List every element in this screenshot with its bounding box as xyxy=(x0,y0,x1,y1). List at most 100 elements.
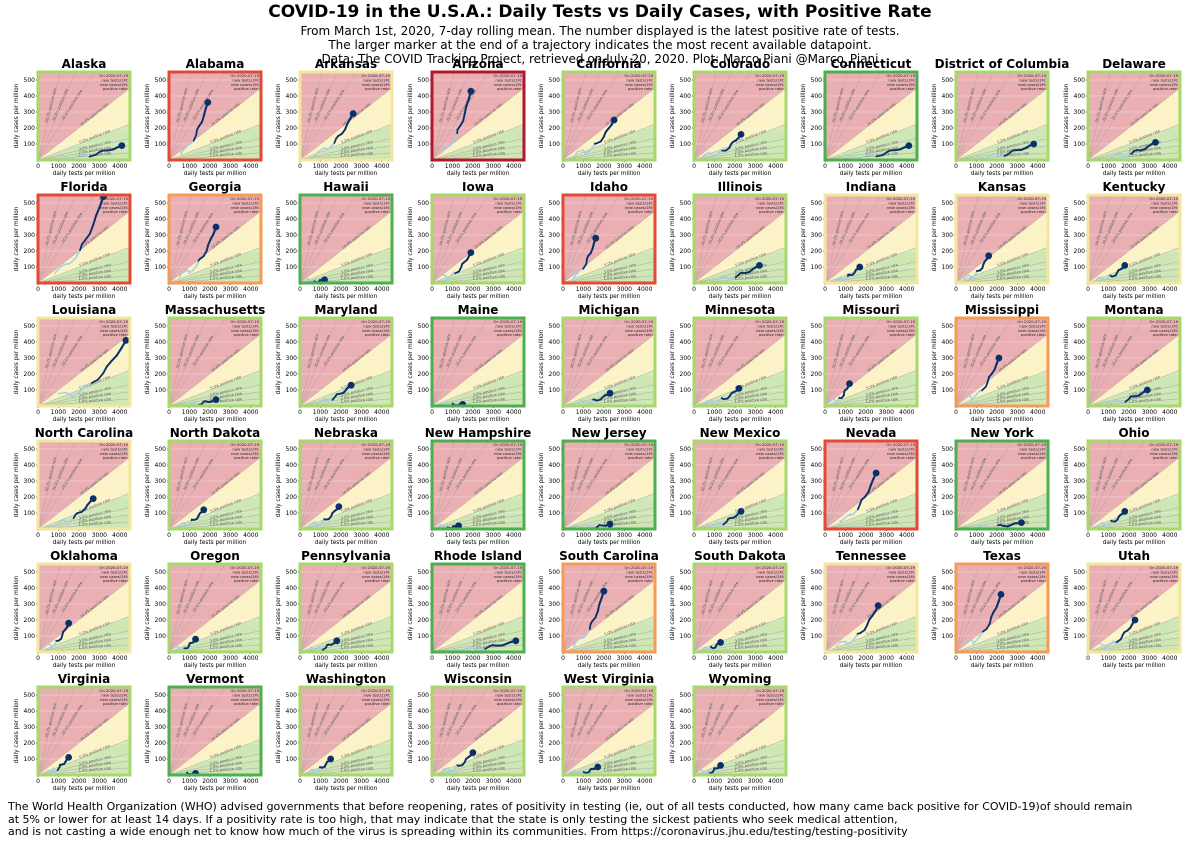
panel-frame xyxy=(167,439,263,531)
y-tick-label: 300 xyxy=(24,478,36,485)
info-label: positive rate: xyxy=(890,86,915,91)
latest-point-marker xyxy=(735,385,743,392)
zone-high xyxy=(38,318,130,406)
y-tick-label: 500 xyxy=(548,77,560,84)
footer-line-2: at 5% or lower for at least 14 days. If … xyxy=(8,812,898,826)
info-label: On 2020-07-19 xyxy=(493,442,522,447)
x-tick-label: 3000 xyxy=(616,286,631,293)
info-label: positive rate: xyxy=(759,701,784,706)
x-tick-label: 1000 xyxy=(838,163,853,170)
x-tick-label: 4000 xyxy=(1162,655,1177,662)
info-label: On 2020-07-19 xyxy=(624,442,653,447)
trajectory-segment xyxy=(729,276,737,281)
x-tick-label: 2000 xyxy=(71,286,86,293)
zone-high xyxy=(694,441,786,529)
panel-frame xyxy=(1086,562,1182,654)
x-tick-label: 4000 xyxy=(637,286,652,293)
rate-line-label: 3.0% positive rate xyxy=(603,632,637,644)
state-title: Wisconsin xyxy=(443,672,511,686)
rate-line xyxy=(1087,138,1180,161)
x-tick-label: 4000 xyxy=(506,163,521,170)
x-tick-label: 2000 xyxy=(727,286,742,293)
info-label: new cases/1M: xyxy=(887,82,915,87)
latest-point-marker xyxy=(1120,508,1128,515)
y-tick-label: 500 xyxy=(286,692,298,699)
info-label: new cases/1M: xyxy=(100,697,128,702)
x-axis-label: daily tests per million xyxy=(1102,417,1165,423)
x-axis-label: daily tests per million xyxy=(315,786,378,792)
rate-line xyxy=(956,563,980,653)
state-title: Oklahoma xyxy=(50,549,118,563)
y-tick-label: 500 xyxy=(286,446,298,453)
rate-line-label: 2.0% positive rate xyxy=(734,514,768,523)
rate-line xyxy=(956,333,1049,407)
rate-line-label: 3.0% positive rate xyxy=(1128,140,1162,152)
info-label: new tests/1M: xyxy=(101,77,128,82)
trajectory-segment xyxy=(319,519,325,526)
trajectory-segment xyxy=(572,523,580,527)
rate-line xyxy=(169,246,262,284)
info-label: On 2020-07-19 xyxy=(362,688,391,693)
trajectory-segment xyxy=(309,645,315,652)
state-title: Colorado xyxy=(710,57,770,71)
zone-high xyxy=(300,564,393,652)
panel-frame xyxy=(430,562,526,654)
y-tick-label: 300 xyxy=(417,355,429,362)
trajectory-segment xyxy=(203,107,207,117)
x-tick-label: 0 xyxy=(298,409,302,416)
x-tick-label: 2000 xyxy=(202,532,217,539)
rate-line xyxy=(1087,391,1180,407)
panel-frame xyxy=(823,193,919,285)
x-tick-label: 1000 xyxy=(1100,532,1115,539)
x-tick-label: 1000 xyxy=(182,409,197,416)
state-title: Mississippi xyxy=(965,303,1039,317)
trajectory-segment xyxy=(201,114,206,123)
latest-point-marker xyxy=(985,252,993,260)
zone-high xyxy=(694,318,786,406)
rate-line-label: 3.0% positive rate xyxy=(866,263,900,275)
rate-line-label: 1.0% positive rate xyxy=(734,151,768,158)
trajectory-segment xyxy=(844,153,854,157)
zone-high xyxy=(300,318,393,406)
rate-line xyxy=(956,261,1049,284)
info-label: new tests/1M: xyxy=(101,692,128,697)
y-tick-label: 300 xyxy=(155,478,167,485)
zone-high xyxy=(38,564,130,652)
y-tick-label: 100 xyxy=(680,387,692,394)
x-axis-label: daily tests per million xyxy=(971,294,1034,300)
rate-line xyxy=(825,384,918,407)
y-tick-label: 500 xyxy=(417,323,429,330)
trajectory-segment xyxy=(192,263,199,272)
x-axis-label: daily tests per million xyxy=(578,786,641,792)
rate-line-label: 1.0% positive rate xyxy=(210,397,244,404)
y-axis-label: daily cases per million xyxy=(932,452,938,517)
y-tick-label: 100 xyxy=(811,264,823,271)
rate-line xyxy=(1087,145,1180,161)
info-label: new cases/1M: xyxy=(756,574,784,579)
trajectory-segment xyxy=(71,391,79,398)
x-tick-label: 3000 xyxy=(354,532,369,539)
x-tick-label: 1000 xyxy=(182,286,197,293)
zone-high xyxy=(694,564,786,652)
state-title: Iowa xyxy=(462,180,494,194)
panel-frame xyxy=(298,439,394,531)
info-label: positive rate: xyxy=(759,86,784,91)
rate-line xyxy=(693,440,751,530)
rate-line xyxy=(300,440,324,530)
y-axis-label: daily cases per million xyxy=(1064,83,1070,148)
x-tick-label: 3000 xyxy=(879,532,894,539)
panel-frame xyxy=(561,439,657,531)
x-tick-label: 2000 xyxy=(990,655,1005,662)
rate-line xyxy=(431,686,489,776)
y-axis-label: daily cases per million xyxy=(670,329,676,394)
x-tick-label: 1000 xyxy=(51,286,66,293)
trajectory-segment xyxy=(852,508,859,515)
y-tick-label: 400 xyxy=(286,462,298,469)
rate-line xyxy=(431,440,489,530)
y-tick-label: 400 xyxy=(155,462,167,469)
info-label: new cases/1M: xyxy=(231,82,259,87)
trajectory-segment xyxy=(477,648,486,652)
info-label: positive rate: xyxy=(759,332,784,337)
y-tick-label: 200 xyxy=(24,617,36,624)
